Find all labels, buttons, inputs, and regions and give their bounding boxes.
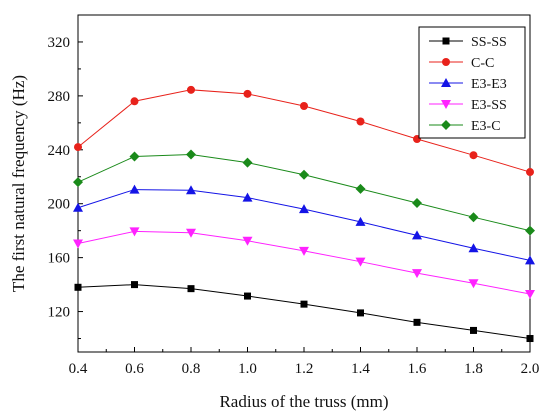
data-point	[355, 216, 366, 226]
data-point	[470, 326, 477, 334]
x-tick-label: 0.4	[69, 361, 88, 377]
series-e3-c	[73, 149, 535, 236]
legend-label: C-C	[471, 56, 494, 71]
data-point	[300, 300, 308, 308]
data-point	[356, 117, 365, 126]
data-point	[525, 225, 535, 236]
legend-label: E3-E3	[471, 77, 507, 92]
legend-marker	[441, 100, 451, 109]
legend-item: SS-SS	[429, 35, 507, 50]
data-point	[242, 157, 253, 168]
data-point	[129, 184, 140, 194]
x-tick-label: 1.0	[238, 361, 257, 377]
data-point	[355, 183, 366, 194]
data-point	[186, 185, 196, 195]
data-point	[74, 143, 82, 152]
x-tick-label: 0.6	[125, 361, 144, 377]
data-point	[355, 257, 366, 267]
data-point	[187, 85, 195, 94]
data-point	[469, 151, 478, 160]
series-line-ss-ss	[77, 284, 531, 340]
legend-marker	[441, 120, 451, 130]
data-point	[299, 204, 309, 214]
series-line-e3-ss	[77, 230, 531, 295]
x-tick-label: 1.2	[295, 361, 314, 377]
y-tick-label: 320	[48, 35, 71, 51]
data-point	[412, 269, 422, 279]
data-point	[73, 239, 83, 249]
legend-marker	[441, 78, 451, 87]
x-tick-label: 1.4	[351, 361, 370, 377]
legend-item: E3-E3	[429, 77, 507, 92]
data-point	[300, 101, 308, 110]
data-point	[187, 285, 195, 293]
legend-label: E3-C	[471, 119, 501, 134]
data-point	[74, 283, 82, 291]
data-point	[131, 281, 138, 289]
x-tick-label: 1.8	[464, 361, 483, 377]
data-point	[412, 230, 422, 240]
legend-item: E3-SS	[429, 98, 507, 113]
data-point	[525, 290, 535, 300]
data-point	[130, 97, 139, 106]
data-point	[412, 198, 422, 209]
data-point	[129, 151, 140, 162]
data-point	[413, 318, 421, 326]
data-point	[242, 192, 253, 202]
data-point	[186, 228, 196, 238]
data-point	[299, 169, 309, 180]
data-point	[186, 149, 196, 160]
legend: SS-SS C-C E3-E3 E3-SS E3-C	[418, 26, 526, 139]
x-axis-title: Radius of the truss (mm)	[219, 392, 388, 411]
x-tick-label: 1.6	[408, 361, 427, 377]
y-tick-label: 160	[48, 251, 71, 267]
y-axis-title: The first natural frequency (Hz)	[9, 75, 28, 292]
series-e3-ss	[73, 227, 535, 300]
data-point	[244, 292, 251, 300]
data-point	[468, 279, 479, 289]
series-line-e3-c	[77, 154, 531, 232]
data-point	[468, 212, 479, 223]
legend-label: E3-SS	[471, 98, 507, 113]
data-point	[242, 236, 253, 246]
series-ss-ss	[74, 281, 534, 343]
series-c-c	[74, 85, 534, 177]
data-point	[129, 227, 140, 237]
data-point	[526, 335, 534, 343]
series-layer	[73, 85, 535, 343]
legend-label: SS-SS	[471, 35, 507, 50]
data-point	[73, 177, 83, 188]
data-point	[73, 202, 83, 212]
series-e3-e3	[73, 184, 535, 265]
data-point	[526, 168, 534, 177]
y-tick-label: 120	[48, 305, 71, 321]
x-tick-label: 2.0	[521, 361, 540, 377]
data-point	[299, 246, 309, 256]
legend-marker	[442, 58, 450, 66]
x-tick-label: 0.8	[182, 361, 201, 377]
legend-item: E3-C	[429, 119, 501, 134]
axes: 0.4 0.6 0.8 1.0 1.2 1.4 1.6 1.8 2.0 120 160 200 240 2…	[48, 14, 540, 377]
data-point	[243, 89, 252, 98]
data-point	[468, 243, 479, 253]
y-tick-label: 200	[48, 197, 71, 213]
legend-item: C-C	[429, 56, 494, 71]
y-tick-label: 240	[48, 143, 71, 159]
y-tick-label: 280	[48, 89, 71, 105]
legend-marker	[442, 37, 450, 45]
data-point	[357, 309, 364, 317]
data-point	[525, 255, 535, 265]
